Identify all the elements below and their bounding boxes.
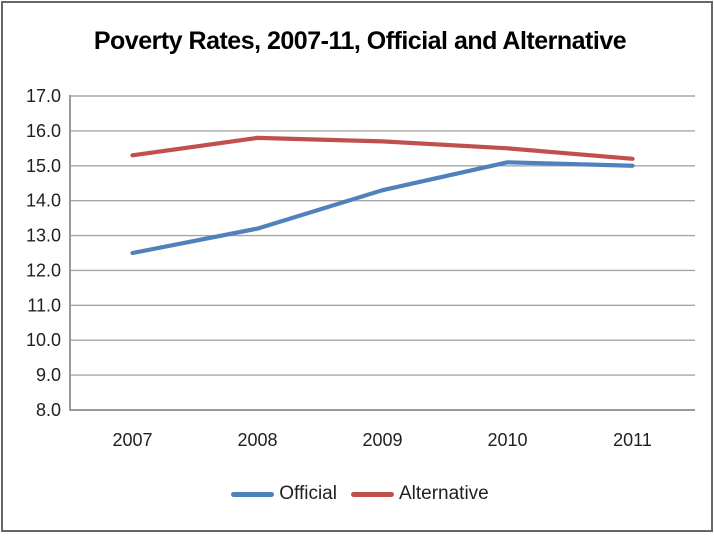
y-axis-label: 15.0: [26, 156, 61, 176]
x-axis-label: 2007: [112, 430, 152, 450]
x-axis-label: 2010: [487, 430, 527, 450]
y-axis-label: 8.0: [36, 400, 61, 420]
chart-title: Poverty Rates, 2007-11, Official and Alt…: [93, 27, 627, 55]
legend-label-alternative: Alternative: [398, 483, 489, 504]
y-axis-label: 17.0: [26, 86, 61, 106]
x-axis-label: 2008: [237, 430, 277, 450]
x-axis-label: 2011: [613, 430, 652, 450]
y-axis-label: 16.0: [26, 121, 61, 141]
legend-swatch-official: [231, 491, 275, 497]
legend: Official Alternative: [3, 483, 714, 505]
y-axis-label: 11.0: [27, 295, 61, 315]
legend-label-official: Official: [279, 483, 337, 504]
y-axis-label: 13.0: [26, 226, 61, 246]
y-axis-label: 14.0: [26, 191, 61, 211]
series-line-official: [130, 160, 635, 256]
y-axis-label: 10.0: [26, 330, 61, 350]
plot-area: 8.0 9.0 10.0 11.0 12.0 13.0 14.0 15.0 16.0 17.0 20…: [26, 86, 695, 450]
series-line-alternative: [130, 135, 635, 161]
legend-swatch-alternative: [350, 491, 394, 497]
x-axis-label: 2009: [362, 430, 402, 450]
y-axis-label: 9.0: [36, 365, 61, 385]
legend-item-alternative: Alternative: [350, 483, 489, 505]
y-axis-label: 12.0: [26, 260, 61, 280]
legend-item-official: Official: [231, 483, 337, 505]
